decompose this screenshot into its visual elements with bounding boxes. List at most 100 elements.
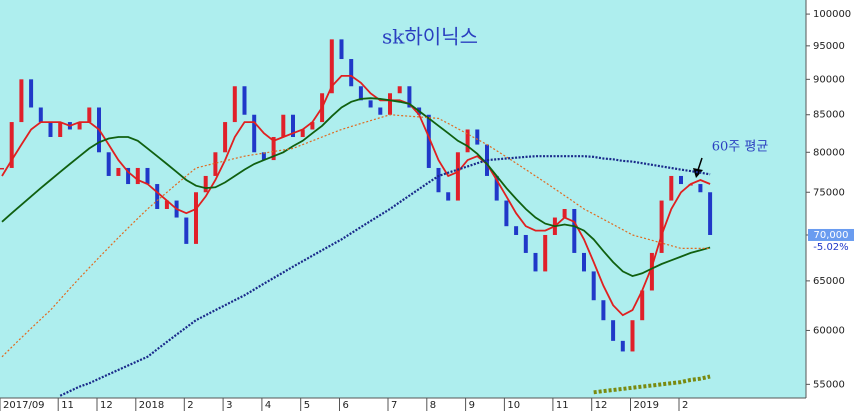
candle [329, 39, 334, 94]
ma-line [593, 374, 711, 395]
candle [426, 114, 431, 168]
candle [19, 79, 24, 123]
candle [708, 192, 713, 235]
candle [126, 167, 131, 185]
candle [184, 217, 189, 244]
candle [358, 86, 363, 101]
candle [611, 320, 616, 341]
arrow-head [693, 168, 703, 178]
candle [533, 252, 538, 272]
candle [485, 144, 489, 176]
candle [271, 136, 276, 161]
y-tick-label: 75000 [813, 187, 845, 198]
price-tag-box [808, 228, 854, 241]
y-tick-label: 95000 [813, 41, 845, 52]
candle [446, 192, 451, 201]
candle [649, 252, 654, 291]
candle [475, 129, 480, 145]
ma-line [1, 75, 711, 317]
candle [106, 152, 111, 176]
candle [155, 184, 160, 209]
candle [281, 114, 286, 137]
y-tick-label: 60000 [813, 325, 845, 336]
candle [58, 122, 63, 137]
x-tick-label: 2018 [139, 400, 164, 411]
candle [223, 122, 228, 153]
y-tick-label: 90000 [813, 74, 845, 85]
candle [213, 152, 218, 176]
candle [397, 86, 402, 94]
candle [407, 86, 412, 108]
y-tick-label: 55000 [813, 379, 845, 390]
candle [601, 300, 606, 321]
candle [77, 122, 82, 130]
candle [572, 208, 577, 253]
candle [242, 86, 247, 115]
candle [514, 226, 519, 235]
x-tick-label: 11 [556, 400, 569, 411]
candle [349, 59, 354, 87]
candle [591, 271, 596, 301]
x-tick-label: 3 [226, 400, 232, 411]
candle [339, 39, 344, 60]
y-tick-label: 85000 [813, 110, 845, 121]
x-tick-label: 12 [100, 400, 113, 411]
x-tick-label: 12 [595, 400, 608, 411]
x-tick-label: 4 [265, 400, 271, 411]
x-tick-label: 10 [507, 400, 520, 411]
x-tick-label: 2 [682, 400, 688, 411]
candle [630, 320, 635, 352]
y-tick-label: 80000 [813, 147, 845, 158]
x-tick-label: 11 [61, 400, 74, 411]
candle [368, 100, 373, 108]
x-tick-label: 2019 [634, 400, 659, 411]
candle [261, 152, 266, 161]
candle [29, 79, 34, 108]
candle [9, 122, 14, 168]
candle [116, 167, 121, 176]
candle [494, 175, 499, 201]
x-tick-label: 8 [430, 400, 436, 411]
annotation-arrow [697, 157, 703, 171]
candle [145, 167, 150, 185]
candle [203, 175, 208, 193]
candle [523, 234, 528, 253]
axis-panel [806, 0, 855, 411]
candle [465, 129, 470, 153]
price-tag: 70,000 [814, 230, 849, 241]
candle [38, 107, 43, 123]
x-tick-label: 2017/09 [3, 400, 45, 411]
chart-title: sk하이닉스 [382, 25, 478, 49]
candle [87, 107, 92, 123]
x-tick-label: 2 [187, 400, 193, 411]
candle [164, 200, 169, 209]
y-tick-label: 65000 [813, 276, 845, 287]
candle [252, 114, 257, 153]
ma-line [1, 97, 711, 278]
annotation: 60주 평균 [712, 140, 769, 155]
candle [543, 234, 548, 272]
candle [562, 208, 567, 218]
candle [378, 107, 383, 115]
change-label: -5.02% [813, 242, 848, 253]
candle [0, 167, 4, 170]
candle [48, 122, 53, 137]
candle [504, 200, 509, 227]
candle [232, 86, 237, 123]
candle [620, 340, 625, 352]
candle [388, 93, 392, 115]
candle [582, 252, 586, 272]
x-tick-label: 9 [469, 400, 475, 411]
candle [640, 290, 645, 321]
candle [310, 122, 315, 130]
candle [698, 184, 703, 193]
candle [436, 167, 441, 193]
x-tick-label: 6 [343, 400, 349, 411]
ma-line [1, 114, 711, 358]
candle [194, 192, 198, 244]
x-tick-label: 5 [304, 400, 310, 411]
candle [659, 200, 664, 253]
candle [135, 167, 140, 185]
candle [300, 129, 305, 137]
